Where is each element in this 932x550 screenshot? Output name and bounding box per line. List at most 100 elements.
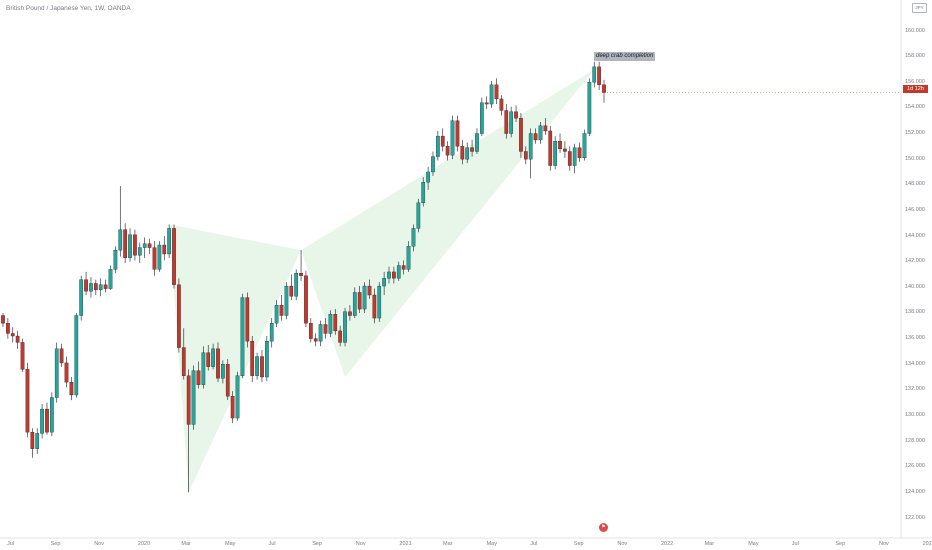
candles-layer (1, 61, 901, 493)
time-tick-label: Sep (573, 541, 584, 547)
candle-body (54, 348, 59, 398)
candle-body (74, 315, 79, 396)
candle-body (211, 348, 215, 367)
candle-body (563, 148, 567, 152)
candle-body (333, 314, 338, 332)
price-tick-label: 130.000 (905, 411, 925, 418)
candle-body (323, 324, 328, 334)
time-tick-label: 202 (922, 541, 932, 547)
candle-body (372, 294, 377, 319)
time-axis[interactable]: Jul Sep Nov 2020 Mar May Jul Sep Nov 2021 Mar May Ju… (0, 538, 932, 550)
candle-body (98, 284, 103, 291)
candle-body (377, 285, 382, 319)
candle-body (225, 364, 230, 397)
candle-body (133, 234, 137, 256)
candle-body (587, 82, 592, 134)
candle-body (186, 375, 191, 425)
pattern-triangle-xab[interactable] (169, 224, 302, 493)
time-tick-label: May (486, 541, 497, 547)
flag-icon[interactable]: ⚑ (599, 523, 608, 532)
time-tick-label: Nov (355, 541, 366, 547)
candle-body (572, 147, 577, 166)
candle-body (6, 323, 10, 334)
candle-body (499, 98, 504, 111)
time-tick-label: Mar (443, 541, 453, 547)
candle-body (436, 135, 440, 157)
time-tick-label: Sep (50, 541, 61, 547)
candle-body (25, 369, 30, 433)
candle-body (289, 285, 294, 297)
candle-body (64, 362, 69, 383)
candle-body (538, 125, 543, 141)
candle-body (284, 285, 289, 316)
candle-body (367, 285, 372, 296)
candle-body (416, 202, 421, 229)
candle-body (352, 292, 357, 316)
candle-body (484, 102, 489, 105)
candle-body (421, 182, 426, 203)
candle-body (299, 273, 303, 276)
candle-body (191, 370, 196, 425)
candle-body (543, 125, 548, 132)
candle-body (157, 244, 162, 270)
candle-body (118, 229, 123, 251)
price-tick-label: 144.000 (905, 232, 925, 239)
candle-body (445, 146, 450, 156)
candle-body (582, 133, 587, 159)
candle-body (45, 408, 49, 433)
candle-body (567, 151, 572, 166)
candle-body (313, 338, 318, 342)
time-tick-label: Nov (879, 541, 889, 547)
pattern-annotation-label[interactable]: deep crab completion (594, 52, 656, 61)
candle-body (69, 382, 74, 396)
candle-body (108, 269, 113, 289)
time-tick-label: May (225, 541, 236, 547)
candle-body (392, 271, 396, 279)
candle-body (103, 284, 108, 289)
price-tick-label: 152.000 (905, 130, 925, 137)
time-tick-label: May (748, 541, 759, 547)
chart-title: British Pound / Japanese Yen, 1W, OANDA (6, 5, 131, 12)
candle-body (89, 283, 93, 292)
candle-body (216, 348, 220, 379)
price-tick-label: 134.000 (905, 360, 925, 367)
candle-body (123, 229, 128, 258)
candle-body (504, 110, 509, 134)
price-axis[interactable]: 122.000 124.000 126.000 128.000 130.000 132.0… (901, 0, 932, 538)
candle-body (450, 120, 455, 156)
price-tick-label: 138.000 (905, 309, 925, 316)
candle-body (426, 171, 430, 183)
candle-body (269, 323, 274, 342)
price-tick-label: 150.000 (905, 155, 925, 162)
candle-body (577, 147, 582, 159)
candle-body (401, 265, 406, 270)
candle-body (382, 278, 386, 287)
candle-body (328, 314, 333, 334)
candle-body (93, 283, 98, 291)
candle-body (40, 408, 44, 434)
candle-body (35, 433, 40, 449)
candle-body (338, 330, 342, 343)
candle-body (318, 324, 323, 342)
candle-body (1, 315, 5, 324)
candle-body (206, 352, 211, 367)
candle-body (519, 117, 523, 152)
candle-body (362, 285, 367, 310)
currency-badge[interactable]: JPY (912, 3, 927, 13)
candle-body (20, 342, 25, 370)
price-tick-label: 156.000 (905, 78, 925, 85)
candle-body (348, 311, 352, 316)
candle-body (440, 135, 445, 147)
candle-body (357, 292, 362, 310)
candle-body (548, 130, 553, 166)
candle-body (553, 141, 557, 166)
candle-body (470, 147, 474, 152)
price-tick-label: 140.000 (905, 283, 925, 290)
time-tick-label: 2020 (137, 541, 151, 547)
candle-body (152, 247, 157, 270)
candle-body (279, 305, 284, 316)
candle-body (240, 297, 245, 376)
price-tick-label: 124.000 (905, 488, 925, 495)
candle-body (167, 228, 171, 255)
